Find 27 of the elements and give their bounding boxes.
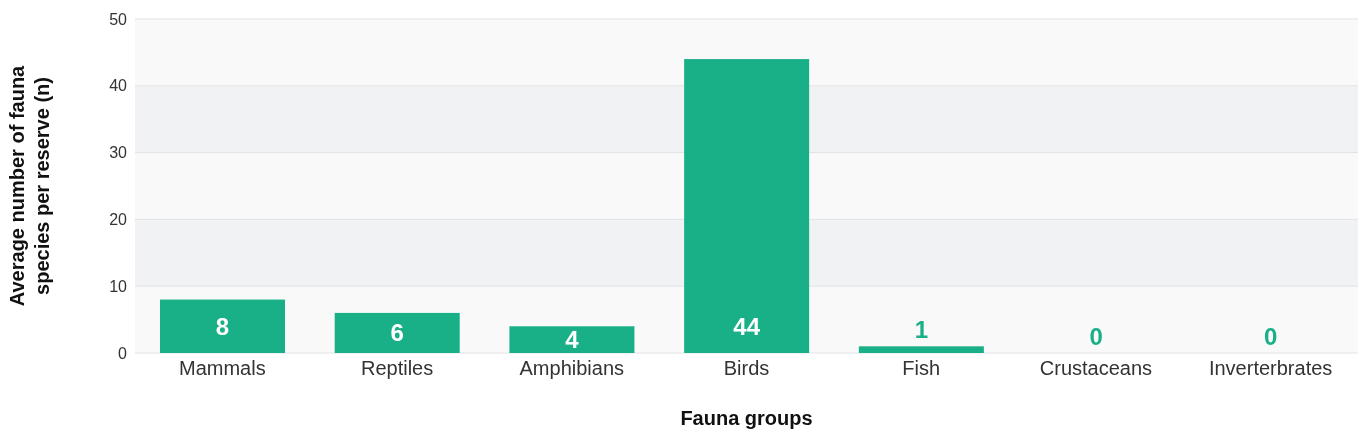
x-tick-label: Fish: [902, 357, 941, 380]
x-tick-label: Mammals: [179, 357, 266, 380]
data-label: 4: [565, 325, 580, 353]
y-tick-label: 50: [109, 10, 128, 28]
x-tick-label: Inverterbrates: [1208, 357, 1333, 380]
x-axis-title: Fauna groups: [679, 407, 814, 430]
y-tick-label: 40: [109, 77, 128, 95]
y-tick-label: 0: [118, 344, 128, 362]
bar: [334, 312, 460, 353]
bar: [509, 326, 635, 353]
data-label: 6: [390, 318, 404, 346]
x-tick-label: Birds: [723, 357, 770, 380]
y-tick-label: 30: [109, 144, 128, 162]
x-tick-label: Amphibians: [519, 357, 625, 380]
x-tick-label: Reptiles: [360, 357, 434, 380]
data-label: 1: [914, 316, 929, 344]
data-label: 44: [733, 313, 761, 340]
bar: [160, 299, 285, 353]
y-tick-label: 20: [109, 211, 128, 229]
data-label: 0: [1089, 323, 1103, 350]
y-tick-label: 10: [109, 277, 128, 295]
bar: [858, 346, 984, 353]
y-axis-title: Average number of fauna species per reserve (n): [6, 64, 53, 307]
bar: [684, 59, 810, 353]
data-label: 8: [215, 313, 230, 340]
data-label: 0: [1264, 323, 1278, 350]
x-tick-label: Crustaceans: [1039, 357, 1153, 380]
